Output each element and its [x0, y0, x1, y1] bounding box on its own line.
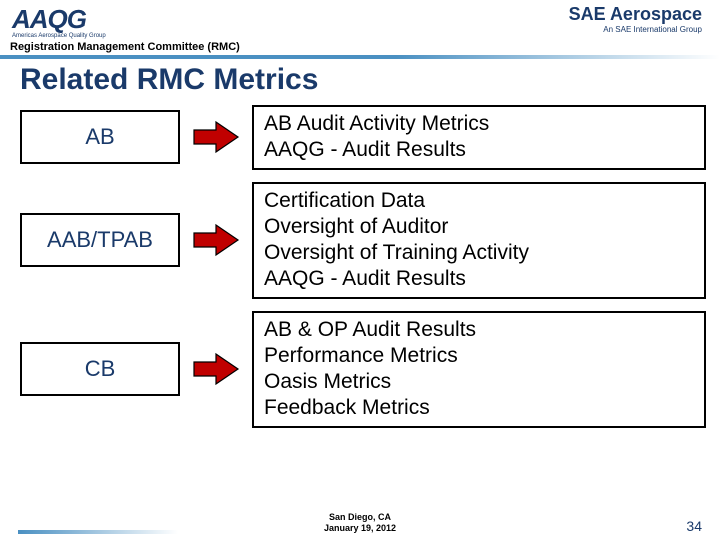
committee-line: Registration Management Committee (RMC): [0, 39, 720, 55]
metric-desc-box: AB Audit Activity MetricsAAQG - Audit Re…: [252, 105, 706, 170]
footer-date: January 19, 2012: [324, 523, 396, 534]
logo-right-text: SAE Aerospace: [569, 4, 702, 25]
arrow-icon: [192, 120, 240, 154]
metric-row: AB AB Audit Activity MetricsAAQG - Audit…: [20, 105, 706, 170]
metric-desc-box: AB & OP Audit ResultsPerformance Metrics…: [252, 311, 706, 428]
arrow-icon: [192, 223, 240, 257]
logo-left-subtext: Americas Aerospace Quality Group: [12, 33, 106, 39]
logo-left-text: AAQG: [12, 4, 106, 35]
header: AAQG Americas Aerospace Quality Group SA…: [0, 0, 720, 39]
metric-label-box: AB: [20, 110, 180, 164]
metric-label-box: CB: [20, 342, 180, 396]
footer-center: San Diego, CA January 19, 2012: [324, 512, 396, 534]
metric-label-box: AAB/TPAB: [20, 213, 180, 267]
page-title: Related RMC Metrics: [0, 63, 720, 105]
logo-left: AAQG Americas Aerospace Quality Group: [12, 4, 106, 39]
metric-desc-box: Certification DataOversight of AuditorOv…: [252, 182, 706, 299]
arrow-icon: [192, 352, 240, 386]
logo-right-subtext: An SAE International Group: [569, 25, 702, 34]
metric-row: CB AB & OP Audit ResultsPerformance Metr…: [20, 311, 706, 428]
header-divider: [0, 55, 720, 59]
metrics-rows: AB AB Audit Activity MetricsAAQG - Audit…: [0, 105, 720, 428]
logo-right: SAE Aerospace An SAE International Group: [569, 4, 702, 34]
footer-gradient: [18, 530, 178, 534]
footer-location: San Diego, CA: [324, 512, 396, 523]
metric-row: AAB/TPAB Certification DataOversight of …: [20, 182, 706, 299]
page-number: 34: [686, 518, 702, 534]
